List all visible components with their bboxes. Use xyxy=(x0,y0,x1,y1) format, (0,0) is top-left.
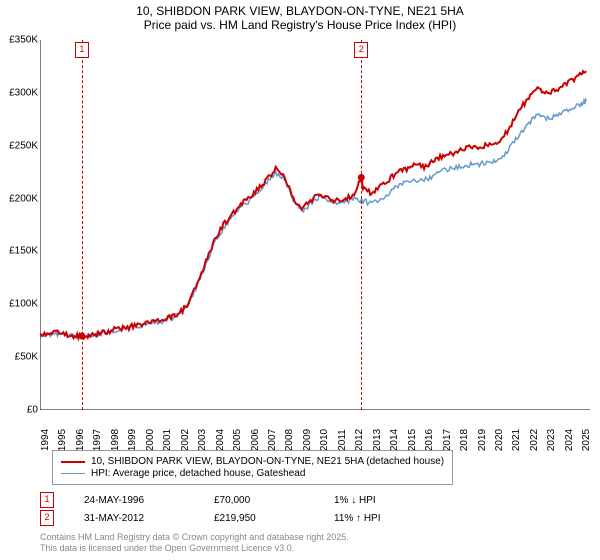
legend-label: HPI: Average price, detached house, Gate… xyxy=(91,468,305,479)
chart-container: 10, SHIBDON PARK VIEW, BLAYDON-ON-TYNE, … xyxy=(0,0,600,560)
sale-marker-line xyxy=(82,40,83,410)
x-axis: 1994 1995 1996 1997 1998 1999 2000 2001 2002 2003… xyxy=(40,410,590,448)
title-line2: Price paid vs. HM Land Registry's House … xyxy=(0,18,600,32)
y-tick-label: £50K xyxy=(15,352,38,363)
x-tick-label: 2003 xyxy=(197,429,208,451)
x-tick-label: 2002 xyxy=(180,429,191,451)
sale-marker-badge: 2 xyxy=(354,42,368,58)
y-tick-label: £250K xyxy=(9,140,38,151)
x-tick-label: 2021 xyxy=(511,429,522,451)
chart-plot-area: 12 xyxy=(40,40,590,410)
x-tick-label: 2022 xyxy=(529,429,540,451)
x-tick-label: 2008 xyxy=(284,429,295,451)
x-tick-label: 2024 xyxy=(564,429,575,451)
legend-swatch xyxy=(61,461,85,463)
attribution-line1: Contains HM Land Registry data © Crown c… xyxy=(40,532,349,543)
sale-date: 31-MAY-2012 xyxy=(84,513,184,524)
sale-price: £70,000 xyxy=(214,495,304,506)
sale-date: 24-MAY-1996 xyxy=(84,495,184,506)
y-tick-label: £0 xyxy=(27,405,38,416)
x-tick-label: 2018 xyxy=(459,429,470,451)
x-tick-label: 2020 xyxy=(494,429,505,451)
x-tick-label: 2005 xyxy=(232,429,243,451)
x-tick-label: 2000 xyxy=(145,429,156,451)
legend-row: HPI: Average price, detached house, Gate… xyxy=(61,468,444,479)
sale-row: 2 31-MAY-2012 £219,950 11% ↑ HPI xyxy=(40,510,381,526)
sale-row-badge: 1 xyxy=(40,492,54,508)
x-tick-label: 2023 xyxy=(546,429,557,451)
x-tick-label: 2011 xyxy=(337,429,348,451)
title-block: 10, SHIBDON PARK VIEW, BLAYDON-ON-TYNE, … xyxy=(0,0,600,32)
sale-row: 1 24-MAY-1996 £70,000 1% ↓ HPI xyxy=(40,492,381,508)
sale-marker-badge: 1 xyxy=(75,42,89,58)
x-tick-label: 2015 xyxy=(407,429,418,451)
chart-svg xyxy=(40,40,590,410)
x-tick-label: 1995 xyxy=(57,429,68,451)
x-tick-label: 2001 xyxy=(162,429,173,451)
x-tick-label: 1999 xyxy=(127,429,138,451)
x-tick-label: 1994 xyxy=(40,429,51,451)
y-tick-label: £100K xyxy=(9,299,38,310)
x-tick-label: 1998 xyxy=(110,429,121,451)
x-tick-label: 2019 xyxy=(477,429,488,451)
x-tick-label: 2013 xyxy=(372,429,383,451)
sale-pct: 1% ↓ HPI xyxy=(334,495,376,506)
sale-pct: 11% ↑ HPI xyxy=(334,513,381,524)
y-tick-label: £350K xyxy=(9,35,38,46)
series-price_paid xyxy=(40,71,587,338)
y-axis: £0£50K£100K£150K£200K£250K£300K£350K xyxy=(0,40,40,410)
sale-price: £219,950 xyxy=(214,513,304,524)
legend-swatch xyxy=(61,473,85,475)
sales-table: 1 24-MAY-1996 £70,000 1% ↓ HPI 2 31-MAY-2012 £… xyxy=(40,492,381,528)
x-tick-label: 2025 xyxy=(581,429,592,451)
y-tick-label: £150K xyxy=(9,246,38,257)
legend-label: 10, SHIBDON PARK VIEW, BLAYDON-ON-TYNE, … xyxy=(91,456,444,467)
x-tick-label: 2016 xyxy=(424,429,435,451)
x-tick-label: 2014 xyxy=(389,429,400,451)
legend-row: 10, SHIBDON PARK VIEW, BLAYDON-ON-TYNE, … xyxy=(61,456,444,467)
x-tick-label: 2004 xyxy=(215,429,226,451)
x-tick-label: 2009 xyxy=(302,429,313,451)
attribution: Contains HM Land Registry data © Crown c… xyxy=(40,532,349,555)
x-tick-label: 2006 xyxy=(250,429,261,451)
x-tick-label: 2007 xyxy=(267,429,278,451)
attribution-line2: This data is licensed under the Open Gov… xyxy=(40,543,349,554)
x-tick-label: 1996 xyxy=(75,429,86,451)
title-line1: 10, SHIBDON PARK VIEW, BLAYDON-ON-TYNE, … xyxy=(0,4,600,18)
x-tick-label: 2017 xyxy=(442,429,453,451)
x-tick-label: 1997 xyxy=(92,429,103,451)
sale-marker-line xyxy=(361,40,362,410)
y-tick-label: £300K xyxy=(9,87,38,98)
y-tick-label: £200K xyxy=(9,193,38,204)
legend: 10, SHIBDON PARK VIEW, BLAYDON-ON-TYNE, … xyxy=(52,450,453,485)
sale-row-badge: 2 xyxy=(40,510,54,526)
x-tick-label: 2012 xyxy=(354,429,365,451)
x-tick-label: 2010 xyxy=(319,429,330,451)
